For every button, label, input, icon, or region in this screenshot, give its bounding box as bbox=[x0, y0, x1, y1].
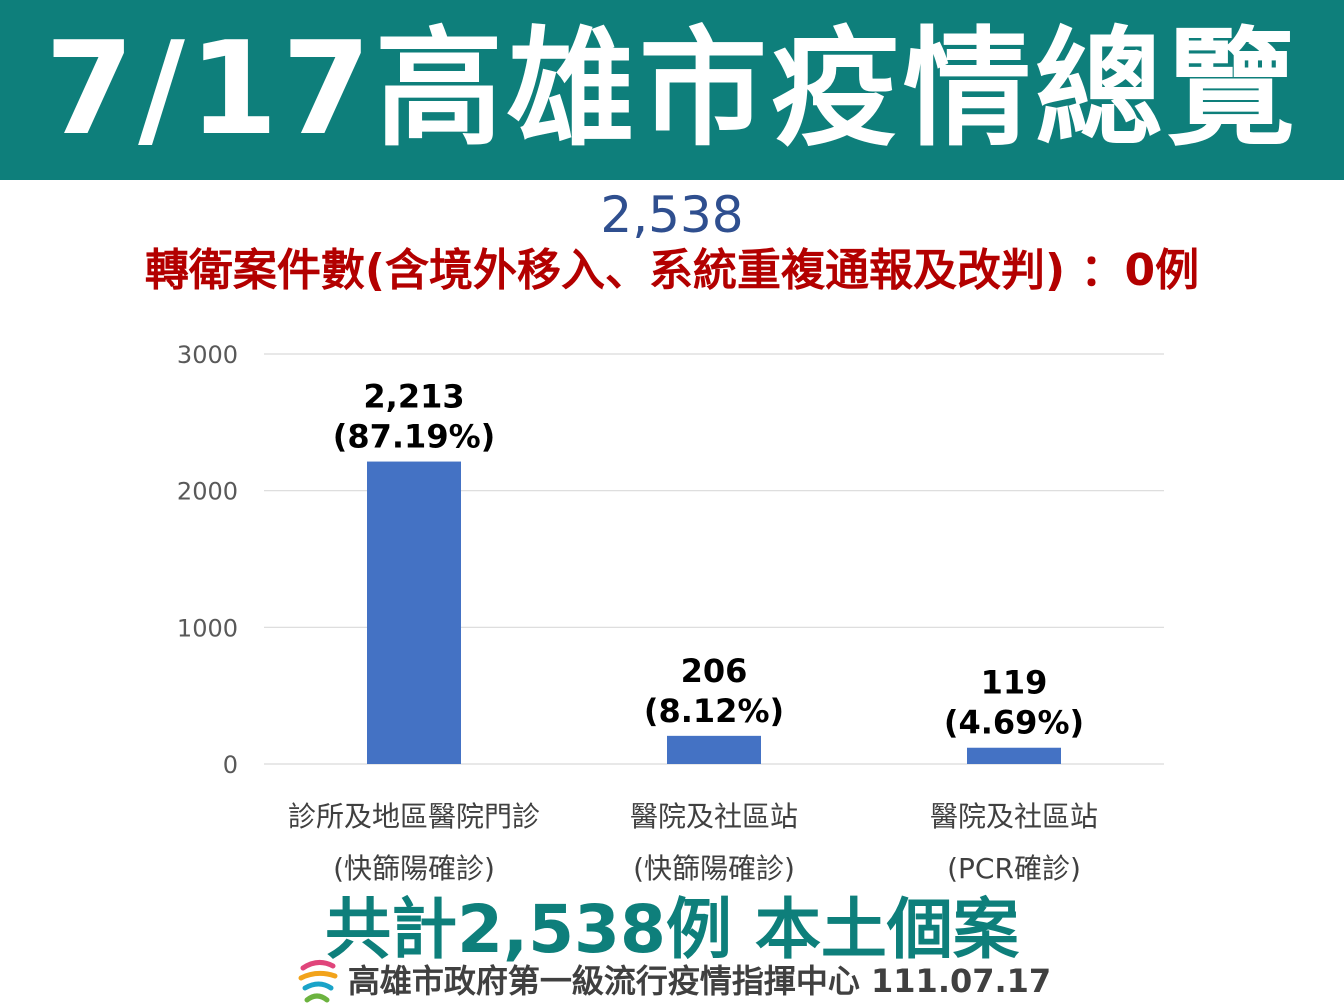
category-label: 診所及地區醫院門診 bbox=[288, 800, 540, 833]
data-labels: 2,213(87.19%) 206(8.12%) 119(4.69%) bbox=[333, 378, 1084, 742]
data-label: (8.12%) bbox=[644, 692, 784, 730]
bar bbox=[967, 747, 1061, 764]
total-count: 2,538 bbox=[600, 186, 744, 244]
summary-total: 共計2,538例 本土個案 bbox=[325, 891, 1019, 968]
y-tick-label: 0 bbox=[223, 751, 238, 779]
data-label: 2,213 bbox=[363, 378, 464, 416]
x-axis-category-labels: 診所及地區醫院門診 (快篩陽確診) 醫院及社區站 (快篩陽確診) 醫院及社區站 (PCR確… bbox=[288, 800, 1098, 885]
data-label: (4.69%) bbox=[944, 704, 1084, 742]
y-tick-label: 3000 bbox=[177, 341, 238, 369]
data-label: 119 bbox=[981, 664, 1048, 702]
footer: 高雄市政府第一級流行疫情指揮中心 111.07.17 bbox=[0, 956, 1344, 1008]
category-label: 醫院及社區站 bbox=[630, 800, 798, 833]
y-axis-ticks: 0 1000 2000 3000 bbox=[177, 341, 238, 779]
category-label: (快篩陽確診) bbox=[633, 852, 795, 885]
y-tick-label: 2000 bbox=[177, 478, 238, 506]
footer-text: 高雄市政府第一級流行疫情指揮中心 111.07.17 bbox=[347, 962, 1052, 1000]
bar bbox=[367, 461, 461, 764]
page-title: 7/17高雄市疫情總覽 bbox=[45, 15, 1299, 164]
title-banner bbox=[0, 0, 1344, 180]
data-label: (87.19%) bbox=[333, 418, 496, 456]
y-tick-label: 1000 bbox=[177, 614, 238, 642]
bars bbox=[367, 461, 1061, 764]
category-label: (PCR確診) bbox=[947, 852, 1081, 885]
bar bbox=[667, 735, 761, 764]
kaohsiung-city-logo-icon bbox=[298, 960, 338, 1003]
category-label: (快篩陽確診) bbox=[333, 852, 495, 885]
transfer-case-line: 轉衛案件數(含境外移入、系統重複通報及改判) ：0例 bbox=[144, 245, 1200, 296]
category-label: 醫院及社區站 bbox=[930, 800, 1098, 833]
data-label: 206 bbox=[681, 652, 748, 690]
